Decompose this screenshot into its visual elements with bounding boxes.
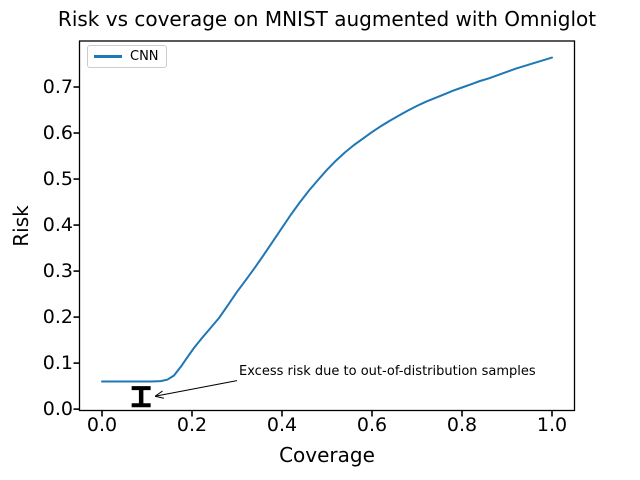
y-tick-label: 0.1 bbox=[42, 352, 73, 375]
annotation-arrow-head bbox=[154, 390, 163, 397]
x-tick-label: 0.0 bbox=[86, 414, 118, 436]
legend-label: CNN bbox=[130, 49, 159, 64]
x-tick-label: 0.6 bbox=[356, 414, 388, 436]
y-tick-label: 0.3 bbox=[42, 260, 73, 283]
annotation-arrow-line bbox=[155, 380, 238, 397]
y-tick-label: 0.4 bbox=[42, 214, 73, 237]
y-tick-label: 0.6 bbox=[42, 122, 73, 145]
x-tick-label: 0.2 bbox=[176, 414, 208, 436]
annotation-arrow-head bbox=[154, 395, 164, 399]
y-tick-label: 0.2 bbox=[42, 306, 73, 329]
y-tick-label: 0.7 bbox=[42, 76, 73, 98]
x-axis-label: Coverage bbox=[279, 443, 375, 467]
legend: CNN bbox=[87, 45, 167, 68]
legend-line-swatch bbox=[94, 55, 122, 58]
risk-coverage-curve bbox=[101, 56, 553, 383]
axes-spines bbox=[78, 40, 576, 412]
y-tick-label: 0.5 bbox=[42, 168, 73, 191]
x-tick-label: 1.0 bbox=[536, 414, 568, 436]
y-tick-label: 0.0 bbox=[42, 398, 73, 421]
annotation-text: Excess risk due to out-of-distribution s… bbox=[239, 364, 536, 379]
chart-title: Risk vs coverage on MNIST augmented with… bbox=[57, 7, 597, 31]
x-tick-label: 0.8 bbox=[446, 414, 478, 436]
x-tick-label: 0.4 bbox=[266, 414, 298, 436]
